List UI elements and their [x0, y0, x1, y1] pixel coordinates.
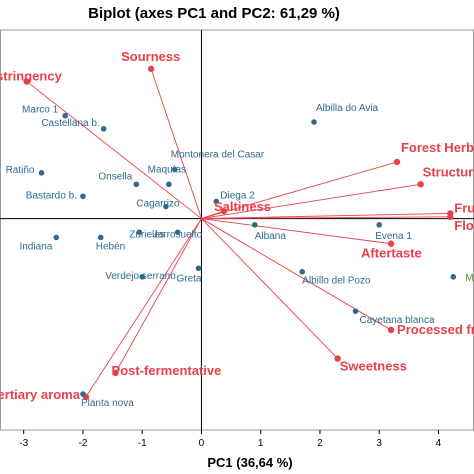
observation-label-indiana: Indiana [19, 241, 52, 252]
observation-point-cayetana-blanca [352, 308, 359, 314]
observation-label-diega-2: Diega 2 [220, 190, 255, 201]
variable-point-saltiness [220, 207, 228, 215]
observation-point-zurieles [136, 229, 143, 236]
observation-point-indiana [53, 234, 60, 241]
variable-label-sweetness: Sweetness [340, 359, 407, 374]
variable-arrow-astringency [26, 81, 202, 219]
observation-label-bastardo-b: Bastardo b. [26, 190, 77, 201]
observation-point-evena-1 [376, 222, 383, 228]
x-tick-label: -3 [19, 438, 28, 449]
variable-point-floral [447, 213, 454, 221]
variable-arrow-saltiness [201, 210, 225, 219]
observation-label-maquias: Maquías [148, 164, 186, 175]
observation-label-albana: Albana [255, 231, 287, 242]
x-tick-label: -1 [138, 438, 147, 449]
variable-arrows [23, 65, 454, 401]
observation-point-verdejo-serrano [139, 274, 145, 280]
observation-label-cagarrizo: Cagarrizo [136, 199, 180, 210]
variable-arrow-sourness [150, 68, 202, 219]
variable-arrow-tertiary-aroma [85, 218, 202, 398]
chart-title: Biplot (axes PC1 and PC2: 61,29 %) [88, 5, 340, 22]
variable-label-astringency: Astringency [0, 68, 63, 83]
variable-arrow-sweetness [201, 218, 339, 359]
observation-point-cagarrizo [163, 203, 169, 210]
observation-point-maquias [166, 181, 172, 188]
variable-label-tertiary-aroma: Tertiary aroma [0, 387, 81, 402]
x-tick-label: 3 [376, 438, 382, 449]
variable-arrow-forest-herbs [201, 161, 398, 220]
observation-label-marco-1: Marco 1 [22, 105, 59, 116]
observation-point-albana [251, 222, 258, 228]
observation-label-albillo-del-pozo: Albillo del Pozo [302, 276, 371, 287]
observation-label-verdejo-serrano: Verdejo serrano [105, 271, 176, 282]
observation-label-jarrosuelto: Jarrosuelto [153, 229, 203, 240]
x-tick-label: 0 [199, 438, 205, 449]
observation-point-planta-nova [80, 391, 86, 397]
variable-arrow-floral [201, 216, 451, 220]
variable-arrow-aftertaste [201, 218, 392, 245]
supplementary-point-mo [450, 274, 457, 280]
variable-label-forest-herbs: Forest Herbs [401, 140, 474, 155]
observation-point-albillo-del-pozo [299, 268, 305, 275]
variable-point-post-fermentative [112, 369, 119, 377]
observation-label-zurieles: Zurieles [129, 229, 165, 240]
observation-label-castellana-b: Castellana b. [41, 118, 99, 129]
observation-point-diega-2 [213, 198, 220, 205]
observation-point-jarrosuelto [174, 229, 181, 236]
supplementary-label-mo: Mo [465, 273, 474, 284]
variable-point-astringency [23, 78, 30, 85]
x-tick-label: 4 [436, 438, 442, 449]
variable-point-sweetness [334, 355, 341, 362]
observation-point-greta [195, 265, 202, 272]
observation-label-albilla-do-avia: Albilla do Avia [316, 103, 379, 114]
observation-label-cayetana-blanca: Cayetana blanca [360, 315, 435, 326]
variable-arrow-processed-fruit [201, 218, 392, 331]
x-axis-label: PC1 (36,64 %) [207, 455, 292, 470]
variable-point-forest-herbs [393, 158, 401, 166]
observation-point-onsella [133, 181, 140, 188]
variable-label-fruity: Fruity [454, 200, 474, 215]
variable-point-sourness [147, 65, 155, 73]
variable-label-post-fermentative: Post-fermentative [112, 363, 222, 378]
point-labels: Sourness Astringency Forest Herbs Structure… [0, 49, 474, 409]
observation-label-planta-nova: Planta nova [81, 398, 134, 409]
x-tick-label: 2 [317, 438, 323, 449]
observation-point-bastardo-b [80, 193, 86, 200]
observation-label-heben: Hebén [96, 241, 125, 252]
variable-point-processed-fruit [387, 326, 395, 334]
x-tick-label: -2 [78, 438, 87, 449]
variable-label-aftertaste: Aftertaste [361, 246, 422, 261]
variable-label-sourness: Sourness [121, 49, 180, 64]
variable-point-aftertaste [387, 240, 395, 247]
observation-point-marco-1 [62, 112, 68, 119]
observation-label-greta: Greta [176, 273, 201, 284]
observation-point-heben [97, 234, 104, 241]
observation-label-ratino: Ratiño [6, 165, 35, 176]
observation-points [38, 112, 457, 397]
variable-arrow-post-fermentative [115, 218, 202, 374]
variable-point-structure [417, 181, 424, 188]
observation-label-onsella: Onsella [98, 171, 132, 182]
x-tick-label: 1 [258, 438, 264, 449]
variable-arrow-fruity [201, 212, 451, 220]
observation-point-albilla-do-avia [311, 119, 317, 125]
variable-label-processed-fruit: Processed fruit [397, 322, 474, 337]
observation-label-montonera-del-casar: Montonera del Casar [171, 149, 265, 160]
variable-label-structure: Structure [423, 164, 474, 179]
observation-point-ratino [38, 170, 45, 176]
variable-arrow-structure [201, 183, 421, 220]
observation-label-evena-1: Evena 1 [375, 231, 412, 242]
observation-point-montonera-del-casar [171, 166, 178, 173]
x-axis-ticks: -3 -2 -1 0 1 2 3 4 [19, 430, 442, 449]
observation-point-castellana-b [100, 126, 107, 132]
variable-label-floral: Floral [454, 218, 474, 233]
variable-label-saltiness: Saltiness [214, 199, 271, 214]
